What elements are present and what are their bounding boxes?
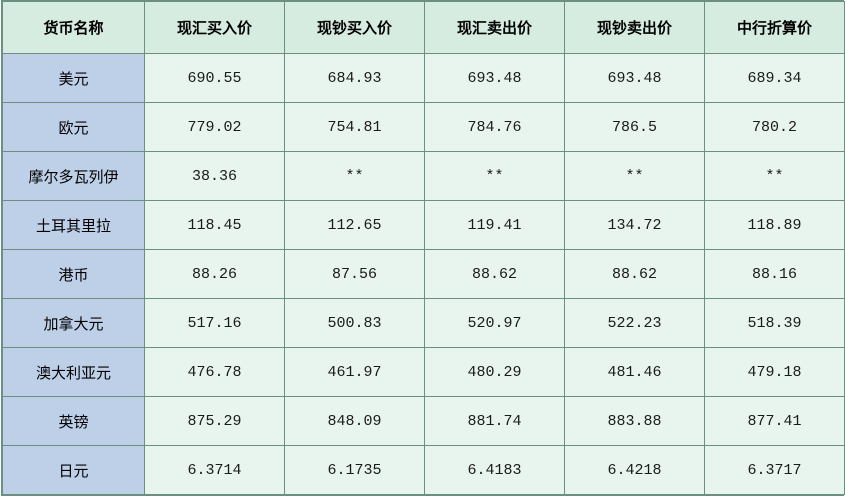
table-row: 摩尔多瓦列伊38.36******** <box>3 152 845 201</box>
rate-cell: ** <box>285 152 425 201</box>
rate-cell: 119.41 <box>425 201 565 250</box>
table-row: 英镑875.29848.09881.74883.88877.41 <box>3 397 845 446</box>
rate-cell: 689.34 <box>705 54 845 103</box>
rate-cell: 88.16 <box>705 250 845 299</box>
rate-cell: 88.62 <box>565 250 705 299</box>
rate-cell: 134.72 <box>565 201 705 250</box>
rate-cell: 754.81 <box>285 103 425 152</box>
row-head-currency: 土耳其里拉 <box>3 201 145 250</box>
rate-cell: 87.56 <box>285 250 425 299</box>
rate-cell: 883.88 <box>565 397 705 446</box>
rate-cell: 6.4218 <box>565 446 705 495</box>
table-row: 土耳其里拉118.45112.65119.41134.72118.89 <box>3 201 845 250</box>
row-head-currency: 英镑 <box>3 397 145 446</box>
row-head-currency: 美元 <box>3 54 145 103</box>
rate-cell: 877.41 <box>705 397 845 446</box>
table-header: 货币名称 现汇买入价 现钞买入价 现汇卖出价 现钞卖出价 中行折算价 <box>3 2 845 54</box>
row-head-currency: 欧元 <box>3 103 145 152</box>
rate-cell: 517.16 <box>145 299 285 348</box>
rate-cell: 476.78 <box>145 348 285 397</box>
rate-cell: 479.18 <box>705 348 845 397</box>
rate-cell: ** <box>425 152 565 201</box>
row-head-currency: 澳大利亚元 <box>3 348 145 397</box>
rate-cell: 693.48 <box>565 54 705 103</box>
rate-cell: 6.3717 <box>705 446 845 495</box>
rate-cell: 6.1735 <box>285 446 425 495</box>
table-body: 美元690.55684.93693.48693.48689.34欧元779.02… <box>3 54 845 495</box>
rate-cell: 480.29 <box>425 348 565 397</box>
rate-cell: 112.65 <box>285 201 425 250</box>
col-header-boc-rate: 中行折算价 <box>705 2 845 54</box>
col-header-cash-buy: 现钞买入价 <box>285 2 425 54</box>
rate-cell: 881.74 <box>425 397 565 446</box>
rate-cell: 88.62 <box>425 250 565 299</box>
rate-cell: 779.02 <box>145 103 285 152</box>
header-row: 货币名称 现汇买入价 现钞买入价 现汇卖出价 现钞卖出价 中行折算价 <box>3 2 845 54</box>
table-row: 日元6.37146.17356.41836.42186.3717 <box>3 446 845 495</box>
rate-cell: 684.93 <box>285 54 425 103</box>
table-row: 加拿大元517.16500.83520.97522.23518.39 <box>3 299 845 348</box>
exchange-rate-table-wrap: 货币名称 现汇买入价 现钞买入价 现汇卖出价 现钞卖出价 中行折算价 美元690… <box>1 0 844 496</box>
rate-cell: 784.76 <box>425 103 565 152</box>
table-row: 美元690.55684.93693.48693.48689.34 <box>3 54 845 103</box>
row-head-currency: 日元 <box>3 446 145 495</box>
rate-cell: 690.55 <box>145 54 285 103</box>
rate-cell: 6.3714 <box>145 446 285 495</box>
rate-cell: 481.46 <box>565 348 705 397</box>
rate-cell: 500.83 <box>285 299 425 348</box>
table-row: 港币88.2687.5688.6288.6288.16 <box>3 250 845 299</box>
row-head-currency: 摩尔多瓦列伊 <box>3 152 145 201</box>
exchange-rate-table: 货币名称 现汇买入价 现钞买入价 现汇卖出价 现钞卖出价 中行折算价 美元690… <box>2 1 845 495</box>
rate-cell: 88.26 <box>145 250 285 299</box>
rate-cell: 522.23 <box>565 299 705 348</box>
rate-cell: 780.2 <box>705 103 845 152</box>
rate-cell: 118.89 <box>705 201 845 250</box>
col-header-currency: 货币名称 <box>3 2 145 54</box>
rate-cell: 6.4183 <box>425 446 565 495</box>
rate-cell: 875.29 <box>145 397 285 446</box>
rate-cell: 518.39 <box>705 299 845 348</box>
rate-cell: 118.45 <box>145 201 285 250</box>
col-header-spot-buy: 现汇买入价 <box>145 2 285 54</box>
rate-cell: 693.48 <box>425 54 565 103</box>
rate-cell: 461.97 <box>285 348 425 397</box>
rate-cell: ** <box>565 152 705 201</box>
table-row: 欧元779.02754.81784.76786.5780.2 <box>3 103 845 152</box>
col-header-cash-sell: 现钞卖出价 <box>565 2 705 54</box>
rate-cell: 848.09 <box>285 397 425 446</box>
rate-cell: 520.97 <box>425 299 565 348</box>
row-head-currency: 加拿大元 <box>3 299 145 348</box>
rate-cell: 786.5 <box>565 103 705 152</box>
table-row: 澳大利亚元476.78461.97480.29481.46479.18 <box>3 348 845 397</box>
rate-cell: 38.36 <box>145 152 285 201</box>
rate-cell: ** <box>705 152 845 201</box>
row-head-currency: 港币 <box>3 250 145 299</box>
col-header-spot-sell: 现汇卖出价 <box>425 2 565 54</box>
